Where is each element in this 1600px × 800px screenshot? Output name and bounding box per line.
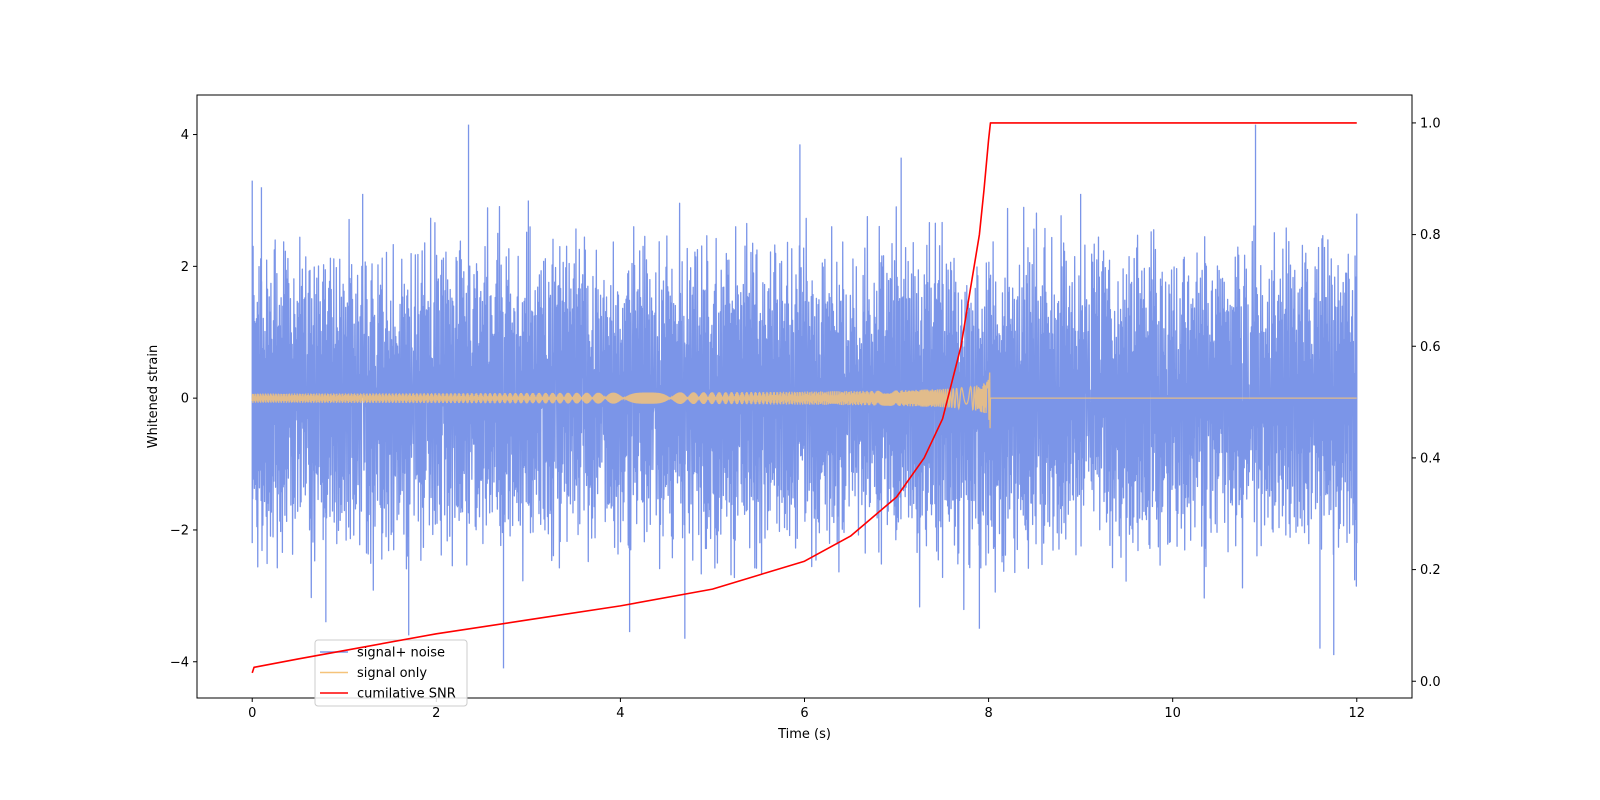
- x-tick-label: 6: [800, 706, 808, 721]
- series-signal-only-line: [251, 372, 1357, 429]
- y-axis-left: −4 −2 0 2 4: [170, 128, 197, 670]
- y2-tick-label: 0.2: [1420, 563, 1441, 578]
- y-tick-label: −4: [170, 655, 189, 670]
- x-tick-label: 12: [1348, 706, 1365, 721]
- series-layer: [251, 124, 1358, 669]
- y2-tick-label: 1.0: [1420, 116, 1441, 131]
- x-axis: 0 2 4 6 8 10 12: [248, 698, 1365, 721]
- series-cumulative-snr-line: [251, 122, 1357, 674]
- y2-tick-label: 0.8: [1420, 228, 1441, 243]
- y-tick-label: 2: [181, 260, 189, 275]
- x-tick-label: 0: [248, 706, 256, 721]
- x-tick-label: 4: [616, 706, 624, 721]
- series-signal-plus-noise-line: [251, 124, 1358, 669]
- x-tick-label: 10: [1164, 706, 1181, 721]
- y2-tick-label: 0.4: [1420, 451, 1441, 466]
- y2-tick-label: 0.0: [1420, 675, 1441, 690]
- y-tick-label: −2: [170, 523, 189, 538]
- legend-box: [314, 639, 468, 707]
- legend-label: cumilative SNR: [357, 687, 456, 702]
- y-axis-right: 0.0 0.2 0.4 0.6 0.8 1.0: [1412, 116, 1441, 690]
- y-axis-label: Whitened strain: [146, 345, 161, 448]
- legend-label: signal only: [357, 666, 427, 681]
- legend-label: signal+ noise: [357, 646, 445, 661]
- x-tick-label: 2: [432, 706, 440, 721]
- x-tick-label: 8: [984, 706, 992, 721]
- y2-tick-label: 0.6: [1420, 340, 1441, 355]
- y-tick-label: 0: [181, 392, 189, 407]
- x-axis-label: Time (s): [777, 727, 831, 742]
- y-tick-label: 4: [181, 128, 189, 143]
- legend: signal+ noise signal only cumilative SNR: [314, 639, 468, 707]
